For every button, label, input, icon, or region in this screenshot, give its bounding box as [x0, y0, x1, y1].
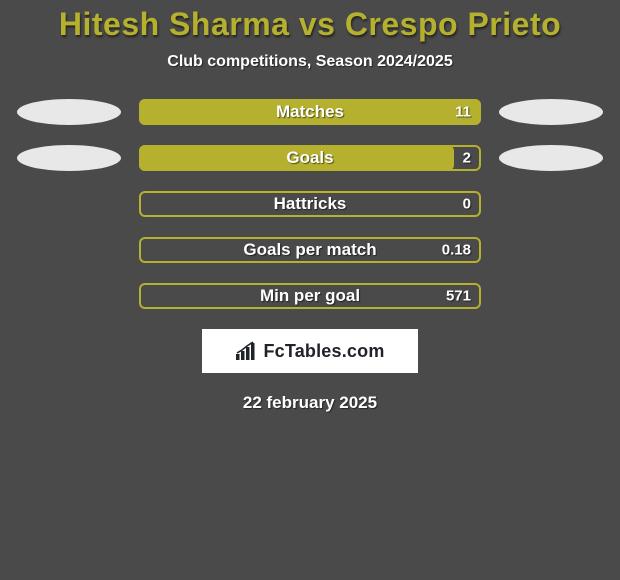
stat-bar: Matches 11: [139, 99, 481, 125]
brand-badge: FcTables.com: [202, 329, 418, 373]
side-marker-right: [499, 145, 603, 171]
stat-row: Matches 11: [0, 99, 620, 125]
side-marker-left: [17, 145, 121, 171]
comparison-infographic: Hitesh Sharma vs Crespo Prieto Club comp…: [0, 0, 620, 580]
stat-value: 571: [446, 288, 471, 305]
side-marker-left: [17, 99, 121, 125]
bar-chart-icon: [235, 341, 257, 361]
stat-row: Min per goal 571: [0, 283, 620, 309]
stat-bar: Goals per match 0.18: [139, 237, 481, 263]
stat-label: Matches: [276, 102, 344, 122]
stat-row: Goals per match 0.18: [0, 237, 620, 263]
stat-value: 2: [463, 150, 471, 167]
stat-rows: Matches 11 Goals 2 Hattricks 0 Goals per match…: [0, 99, 620, 309]
page-subtitle: Club competitions, Season 2024/2025: [0, 53, 620, 71]
stat-label: Goals per match: [243, 240, 376, 260]
footer-date: 22 february 2025: [0, 393, 620, 413]
stat-bar: Min per goal 571: [139, 283, 481, 309]
stat-bar: Hattricks 0: [139, 191, 481, 217]
brand-text: FcTables.com: [263, 341, 384, 362]
stat-label: Hattricks: [274, 194, 347, 214]
stat-value: 0.18: [442, 242, 471, 259]
stat-label: Min per goal: [260, 286, 360, 306]
page-title: Hitesh Sharma vs Crespo Prieto: [0, 6, 620, 43]
stat-value: 0: [463, 196, 471, 213]
side-marker-right: [499, 99, 603, 125]
stat-value: 11: [455, 104, 471, 121]
stat-row: Goals 2: [0, 145, 620, 171]
stat-label: Goals: [286, 148, 333, 168]
stat-bar: Goals 2: [139, 145, 481, 171]
stat-row: Hattricks 0: [0, 191, 620, 217]
